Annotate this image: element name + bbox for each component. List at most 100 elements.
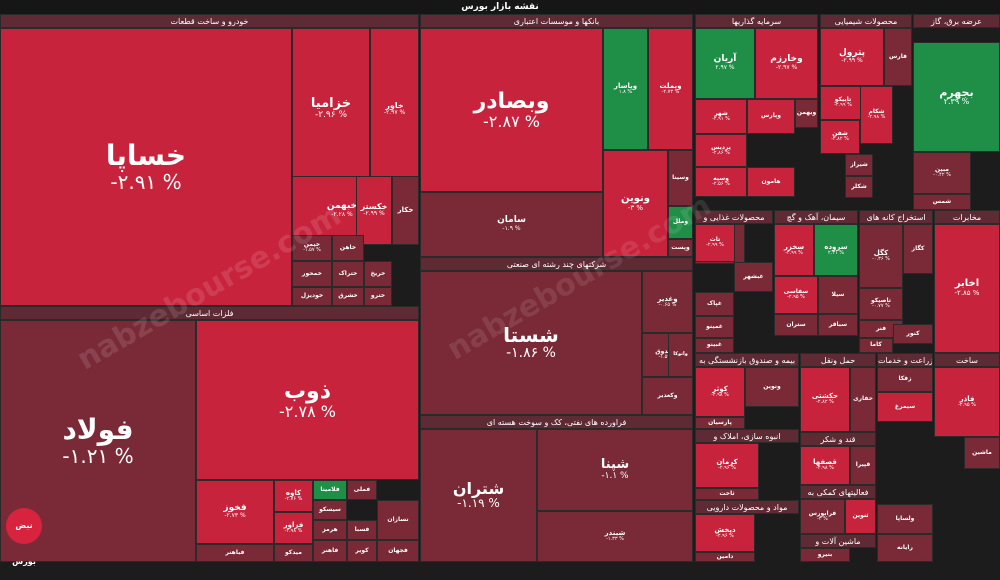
stock-tile[interactable]: بنیرو — [800, 548, 850, 562]
stock-tile[interactable]: شمس — [913, 194, 971, 210]
stock-tile[interactable]: خشرق — [332, 287, 364, 306]
stock-tile[interactable]: ونوین — [745, 367, 799, 407]
stock-tile[interactable]: غمینو — [695, 316, 734, 338]
stock-tile[interactable]: فاذر -۲.۹۵ % — [934, 367, 1000, 437]
stock-tile[interactable]: دامین — [695, 552, 755, 562]
stock-tile[interactable]: پارسیان — [695, 417, 745, 429]
stock-tile[interactable]: وپاسار ۱.۸ % — [603, 28, 648, 150]
stock-tile[interactable]: هامون — [747, 167, 795, 197]
stock-tile[interactable]: سفاسی -۲.۹۵ % — [774, 276, 818, 314]
stock-tile[interactable]: تاصیکو -۰.۷۷ % — [859, 288, 903, 320]
stock-tile[interactable]: وکغدیر — [642, 377, 693, 415]
stock-tile[interactable]: خکستر -۲.۹۹ % — [356, 176, 392, 245]
stock-tile[interactable]: حکشتی -۲.۸۲ % — [800, 367, 850, 432]
stock-tile[interactable]: وملل — [668, 206, 693, 239]
stock-tile[interactable]: خزامیا -۲.۹۶ % — [292, 28, 370, 190]
stock-tile[interactable]: وپارس — [747, 99, 795, 134]
stock-tile[interactable]: وخارزم -۲.۹۷ % — [755, 28, 818, 99]
stock-tile[interactable]: ماشین — [964, 437, 1000, 469]
stock-tile[interactable]: ثنوین — [845, 499, 876, 534]
stock-tile[interactable]: نسازان — [377, 500, 419, 540]
stock-tile[interactable]: آریان ۲.۹۷ % — [695, 28, 755, 99]
stock-tile[interactable]: ختراک — [332, 261, 364, 287]
stock-tile[interactable]: کگاز — [903, 224, 933, 274]
stock-tile[interactable]: شیراز — [845, 154, 873, 176]
stock-tile[interactable]: فرابورس -۳ % — [800, 499, 845, 534]
stock-tile[interactable]: فزاور -۲.۹۸ % — [274, 512, 313, 544]
stock-tile[interactable]: فجهان — [377, 540, 419, 562]
stock-tile[interactable]: شپنا -۱.۱ % — [537, 429, 693, 511]
stock-tile[interactable]: حفاری — [850, 367, 876, 432]
stock-tile[interactable]: وبصادر -۲.۸۷ % — [420, 28, 603, 192]
stock-tile[interactable]: شفن -۲.۸۲ % — [820, 120, 860, 154]
stock-tile[interactable]: شبندر -۱.۳۳ % — [537, 511, 693, 562]
stock-tile[interactable]: ثاخت — [695, 488, 759, 500]
stock-tile[interactable]: وپست — [668, 239, 693, 257]
stock-tile[interactable]: ولساپا — [877, 504, 933, 534]
stock-tile[interactable]: شتران -۱.۱۹ % — [420, 429, 537, 562]
stock-tile[interactable]: شکام -۲.۹۸ % — [860, 86, 893, 144]
stock-tile[interactable]: دپخش -۲.۹۶ % — [695, 514, 755, 552]
stock-tile[interactable]: خترو — [364, 287, 392, 306]
stock-tile[interactable]: شستا -۱.۸۶ % — [420, 271, 642, 415]
stock-tile[interactable]: رایانه — [877, 534, 933, 562]
stock-tile[interactable]: فسبا — [347, 520, 377, 540]
stock-tile[interactable]: شهر -۲.۹۱ % — [695, 99, 747, 134]
stock-tile[interactable]: کوثر -۲.۹۸ % — [695, 367, 745, 417]
stock-tile[interactable]: تات -۲.۹۹ % — [695, 224, 735, 262]
stock-tile[interactable]: بجهرم ۲.۳۹ % — [913, 42, 1000, 152]
stock-tile[interactable]: ذوب -۲.۷۸ % — [196, 320, 419, 480]
stock-symbol: فارس — [889, 52, 907, 60]
stock-tile[interactable]: فخوز -۲.۷۳ % — [196, 480, 274, 544]
stock-tile[interactable]: سیسکو — [313, 500, 347, 520]
stock-tile[interactable]: خمحور — [292, 261, 332, 287]
stock-tile[interactable]: تاپیکو -۲.۹۹ % — [820, 86, 866, 120]
stock-tile[interactable]: سخزر -۲.۹۹ % — [774, 224, 814, 276]
stock-tile[interactable]: زفکا — [877, 367, 933, 392]
stock-tile[interactable]: سروده ۲.۳۱ % — [814, 224, 858, 276]
stock-tile[interactable]: وبملت -۲.۷۳ % — [648, 28, 693, 150]
stock-tile[interactable]: مبین -۰.۴۲ % — [913, 152, 971, 194]
stock-tile[interactable]: خیمن -۱.۵۷ % — [292, 235, 332, 261]
stock-tile[interactable]: خریخ — [364, 261, 392, 287]
stock-tile[interactable]: میدکو — [274, 544, 313, 562]
stock-tile[interactable]: ونوین -۳ % — [603, 150, 668, 257]
stock-tile[interactable]: ستران — [774, 314, 818, 336]
stock-tile[interactable]: کویر — [347, 540, 377, 562]
stock-tile[interactable]: اخابر -۲.۸۵ % — [934, 224, 1000, 353]
stock-tile[interactable]: وسپه -۲.۵۶ % — [695, 167, 747, 197]
stock-tile[interactable]: سیلا — [818, 276, 858, 314]
stock-tile[interactable]: واتوکا — [668, 333, 693, 377]
stock-tile[interactable]: فاهنر — [313, 540, 347, 562]
stock-tile[interactable]: کگل -۰.۳۶ % — [859, 224, 903, 288]
stock-tile[interactable]: وسینا — [668, 150, 693, 206]
stock-tile[interactable]: غبشهر — [734, 262, 773, 292]
stock-tile[interactable]: فباهنر — [196, 544, 274, 562]
stock-tile[interactable]: شکلر — [845, 176, 873, 198]
stock-tile[interactable]: کاما — [859, 338, 893, 353]
stock-tile[interactable]: فلامینا — [313, 480, 347, 500]
stock-tile[interactable]: سیمرغ — [877, 392, 933, 422]
stock-tile[interactable]: خکار — [392, 176, 419, 245]
stock-tile[interactable]: فارس — [884, 28, 912, 86]
stock-tile[interactable]: خاهن — [332, 235, 364, 261]
stock-tile[interactable]: هرمز — [313, 520, 347, 540]
stock-tile[interactable]: کاوه -۲.۷۶ % — [274, 480, 313, 512]
stock-tile[interactable]: وبهمن — [795, 99, 818, 128]
stock-tile[interactable]: سباقر — [818, 314, 858, 336]
stock-tile[interactable]: قپیرا — [850, 446, 876, 485]
stock-tile[interactable]: وغدیر -۰.۶۵ % — [642, 271, 693, 333]
stock-tile[interactable]: پترول -۲.۹۹ % — [820, 28, 884, 86]
stock-tile[interactable]: قصفها -۲.۹۸ % — [800, 446, 850, 485]
stock-tile[interactable]: کنور — [893, 324, 933, 344]
stock-tile[interactable]: سامان -۱.۹ % — [420, 192, 603, 257]
stock-tile[interactable]: خساپا -۲.۹۱ % — [0, 28, 292, 306]
stock-tile[interactable]: فملی — [347, 480, 377, 500]
stock-tile[interactable]: فنر — [859, 320, 903, 338]
stock-tile[interactable]: غبینو — [695, 338, 734, 353]
stock-tile[interactable]: غپاک — [695, 292, 734, 316]
stock-tile[interactable]: پردیس -۲.۸۶ % — [695, 134, 747, 167]
stock-tile[interactable]: خاور -۲.۹۷ % — [370, 28, 419, 190]
stock-tile[interactable]: کرمان -۲.۹۶ % — [695, 443, 759, 488]
stock-tile[interactable]: خودیزل — [292, 287, 332, 306]
